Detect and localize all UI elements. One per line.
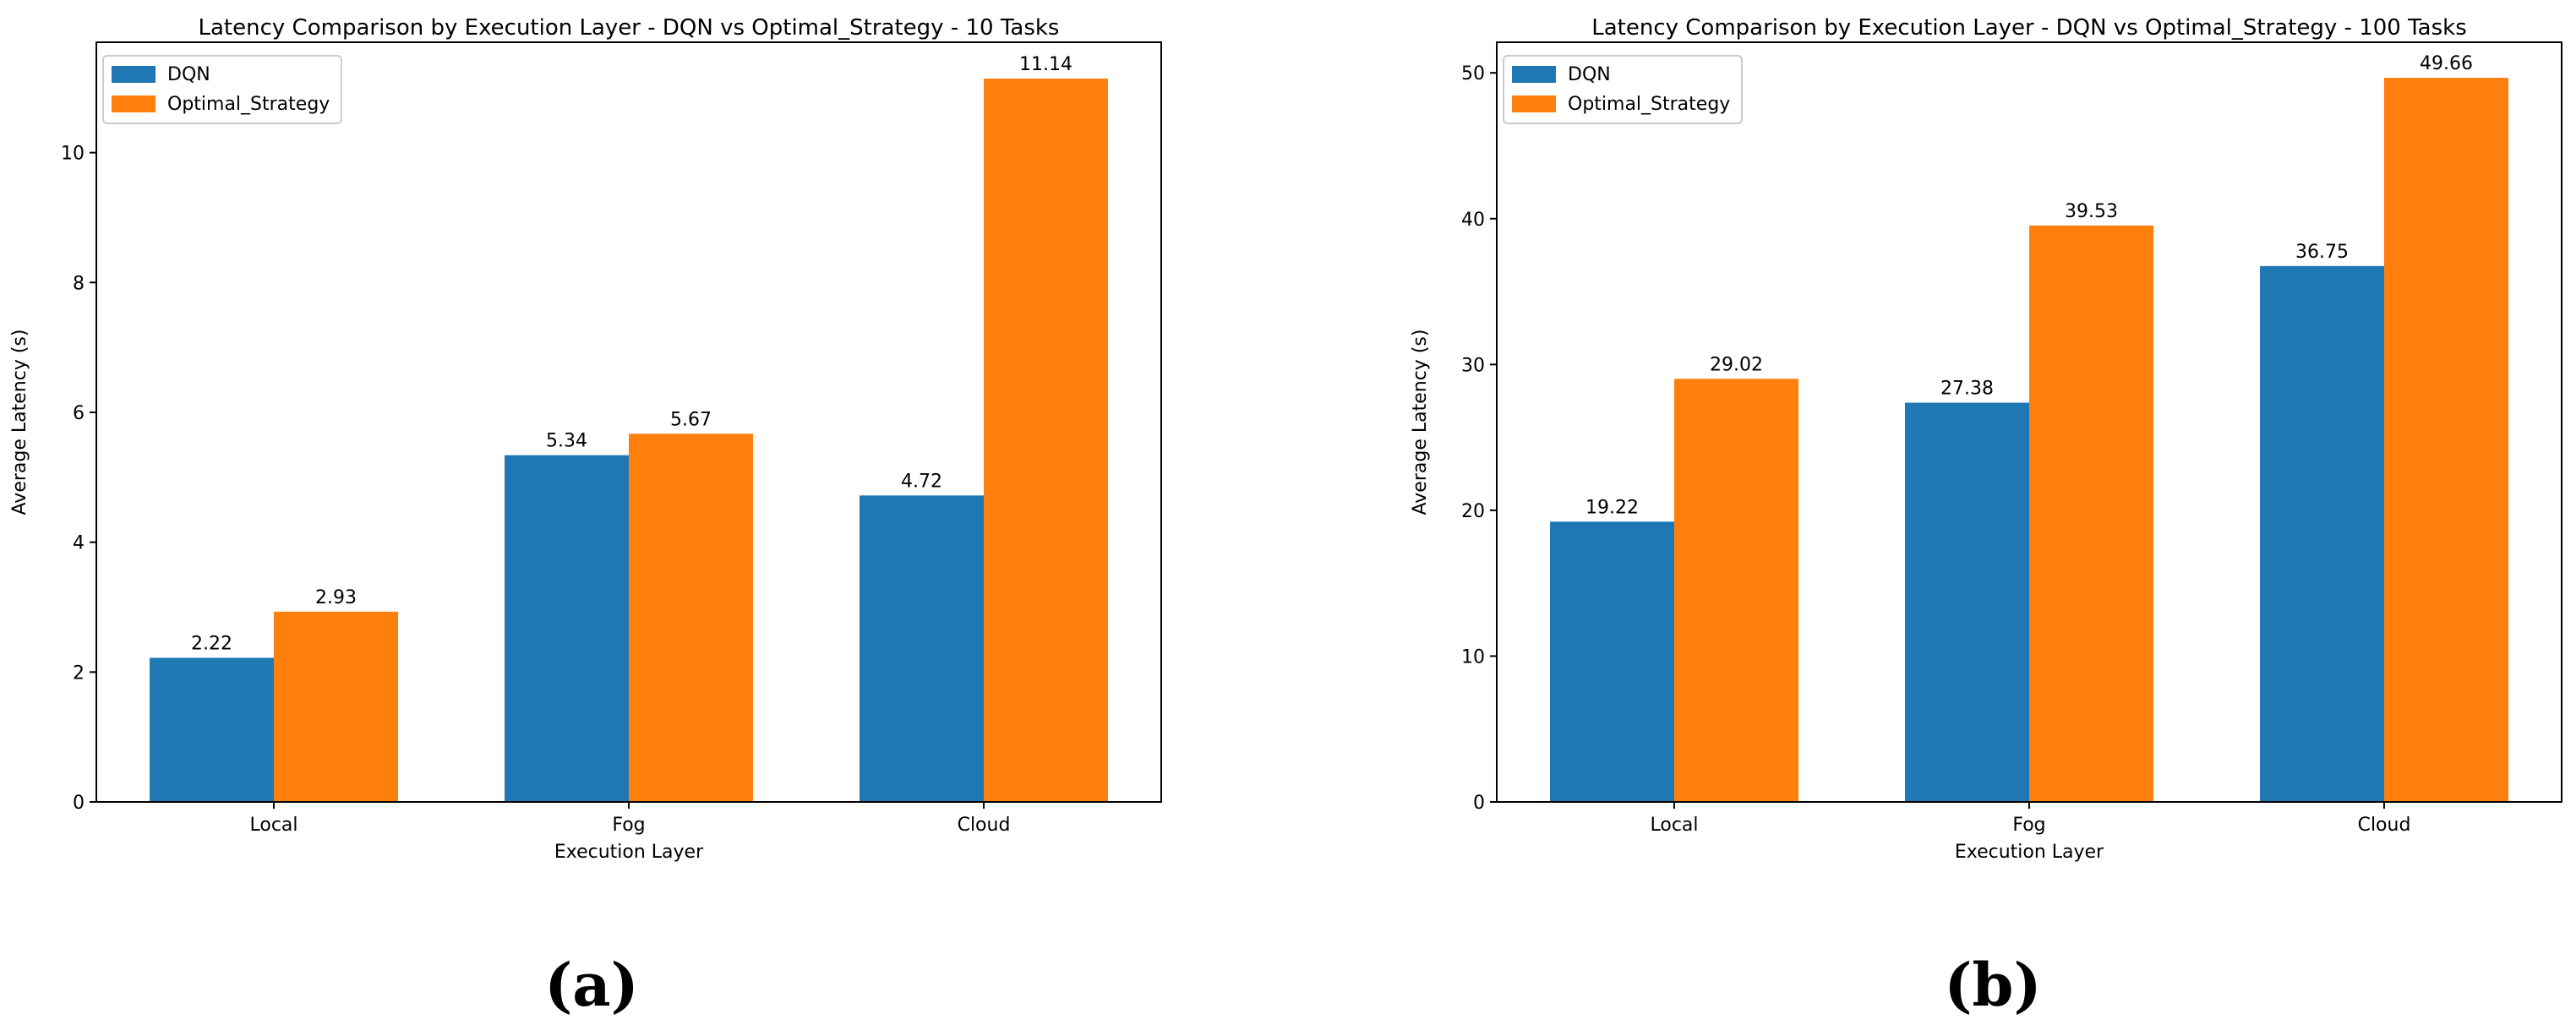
data-label: 49.66 [2420,53,2473,74]
data-label: 4.72 [901,471,942,492]
chart-b: Latency Comparison by Execution Layer - … [1410,15,2562,863]
data-label: 2.22 [191,633,232,654]
x-axis-label: Execution Layer [554,842,704,863]
bar-dqn-local [1550,521,1674,802]
bar-dqn-cloud [2260,265,2384,802]
series-dqn: 19.22 27.38 36.75 [1550,242,2384,802]
data-label: 5.67 [670,409,712,430]
bar-dqn-fog [1905,402,2029,802]
y-tick-label: 10 [61,144,85,165]
y-tick-label: 2 [73,662,85,684]
bar-dqn-fog [505,455,629,802]
bar-optimal-strategy-fog [2029,225,2153,803]
series-dqn: 2.22 5.34 4.72 [150,431,984,802]
data-label: 5.34 [546,431,587,452]
legend-swatch [1512,95,1556,112]
panel-label-b: (b) [1944,950,2041,1020]
bar-optimal-strategy-fog [629,433,753,802]
legend-swatch [1512,66,1556,83]
x-tick-label: Local [1650,815,1698,836]
y-tick-label: 40 [1461,210,1485,231]
legend-box [102,55,342,124]
x-tick-label: Fog [2012,815,2045,836]
x-tick-label: Fog [612,815,645,836]
y-tick-label: 6 [73,403,85,424]
x-tick-label: Cloud [958,815,1011,836]
legend-swatch [112,95,156,112]
x-axis-label: Execution Layer [1955,842,2104,863]
legend-label: Optimal_Strategy [1568,94,1730,115]
y-axis-label: Average Latency (s) [9,330,30,515]
bar-dqn-local [150,657,274,802]
chart-title: Latency Comparison by Execution Layer - … [1591,15,2467,41]
chart-a: Latency Comparison by Execution Layer - … [9,15,1162,863]
bar-optimal-strategy-local [1674,379,1798,802]
data-label: 29.02 [1710,354,1763,375]
panel-label-a: (a) [544,950,639,1020]
x-tick-label: Local [249,815,297,836]
y-tick-label: 0 [1473,793,1485,814]
y-tick-label: 20 [1461,501,1485,522]
bar-optimal-strategy-cloud [2384,78,2508,802]
y-tick-label: 10 [1461,646,1485,668]
data-label: 11.14 [1019,54,1072,75]
legend-label: Optimal_Strategy [167,94,330,115]
bar-dqn-cloud [860,495,984,802]
y-tick-label: 0 [73,793,85,814]
series-optimal-strategy: 29.02 39.53 49.66 [1674,53,2508,803]
y-tick-label: 30 [1461,355,1485,376]
bar-optimal-strategy-cloud [984,79,1108,803]
data-label: 39.53 [2065,201,2118,222]
legend: DQN Optimal_Strategy [102,55,342,124]
legend-box [1503,55,1743,124]
y-axis-label: Average Latency (s) [1410,330,1431,515]
legend-label: DQN [167,64,210,85]
series-optimal-strategy: 2.93 5.67 11.14 [274,54,1108,803]
data-label: 36.75 [2295,242,2349,263]
y-tick-label: 8 [73,273,85,294]
legend-swatch [112,66,156,83]
data-label: 27.38 [1940,379,1994,400]
legend-label: DQN [1568,64,1611,85]
chart-title: Latency Comparison by Execution Layer - … [199,15,1060,41]
bar-optimal-strategy-local [274,611,398,802]
y-tick-label: 50 [1461,63,1485,85]
data-label: 19.22 [1585,497,1639,518]
y-tick-label: 4 [73,533,85,554]
legend: DQN Optimal_Strategy [1503,55,1743,124]
data-label: 2.93 [315,587,357,608]
x-tick-label: Cloud [2358,815,2411,836]
